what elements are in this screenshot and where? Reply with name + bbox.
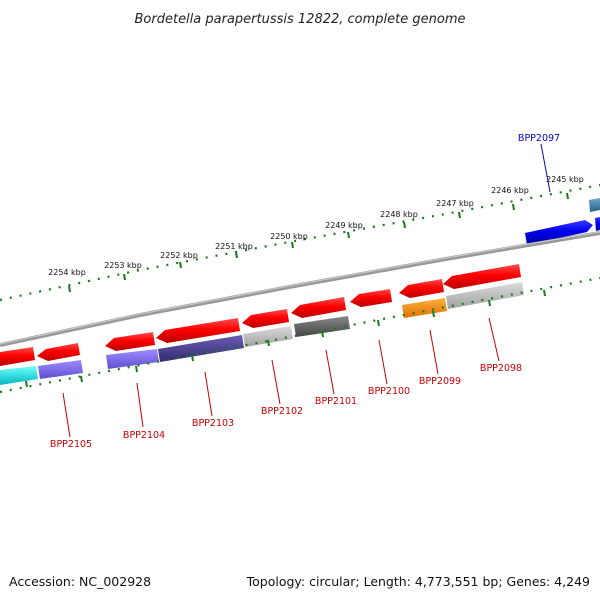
gene-label-bpp2102[interactable]: BPP2102 xyxy=(261,406,303,417)
gene-bpp2096[interactable] xyxy=(595,217,600,231)
leader-bpp2103 xyxy=(204,371,213,417)
leader-bpp2101 xyxy=(325,349,335,395)
gene-label-bpp2099[interactable]: BPP2099 xyxy=(419,376,461,387)
gene-label-bpp2097[interactable]: BPP2097 xyxy=(518,133,560,144)
cog-bar-bpp2106[interactable] xyxy=(0,366,38,385)
leader-bpp2105 xyxy=(62,392,71,438)
leader-bpp2102 xyxy=(271,359,281,405)
gene-bpp2103[interactable] xyxy=(156,318,240,343)
label-leaders xyxy=(62,143,551,438)
scale-label: 2250 kbp xyxy=(270,232,308,241)
scale-label: 2253 kbp xyxy=(104,261,142,270)
reverse-genes xyxy=(0,264,521,366)
outer-scale xyxy=(0,183,600,302)
genome-backbone-highlight xyxy=(0,231,600,345)
scale-label: 2249 kbp xyxy=(325,221,363,230)
forward-genes xyxy=(525,198,600,245)
leader-bpp2099 xyxy=(429,329,439,375)
gene-label-bpp2103[interactable]: BPP2103 xyxy=(192,418,234,429)
leader-bpp2098 xyxy=(488,317,500,362)
cog-bars xyxy=(0,282,524,385)
cog-bar-bpp2104[interactable] xyxy=(106,349,159,369)
gene-label-bpp2105[interactable]: BPP2105 xyxy=(50,439,92,450)
accession-label: Accession: NC_002928 xyxy=(9,574,151,589)
gene-label-bpp2101[interactable]: BPP2101 xyxy=(315,396,357,407)
scale-label: 2252 kbp xyxy=(160,251,198,260)
gene-bpp2101[interactable] xyxy=(291,297,346,318)
gene-bpp2106[interactable] xyxy=(0,347,35,366)
cog-bar-bpp2101[interactable] xyxy=(294,316,350,337)
gene-bpp2102[interactable] xyxy=(242,309,289,328)
scale-labels: 2245 kbp 2246 kbp 2247 kbp 2248 kbp 2249… xyxy=(48,175,584,277)
gene-teal[interactable] xyxy=(589,198,600,212)
gene-bpp2097[interactable] xyxy=(525,220,593,245)
gene-bpp2099[interactable] xyxy=(399,279,444,298)
inner-scale-major-ticks xyxy=(25,289,546,388)
cog-bar-bpp2098[interactable] xyxy=(446,282,524,309)
genome-backbone xyxy=(0,231,600,347)
cog-bar-bpp2099[interactable] xyxy=(402,298,447,318)
leader-bpp2097 xyxy=(540,143,551,193)
topology-label: Topology: circular; Length: 4,773,551 bp… xyxy=(246,574,590,589)
scale-label: 2246 kbp xyxy=(491,186,529,195)
cog-bar-bpp2103[interactable] xyxy=(158,335,244,362)
outer-scale-major-ticks xyxy=(68,192,569,293)
gene-label-bpp2104[interactable]: BPP2104 xyxy=(123,430,165,441)
gene-bpp2104[interactable] xyxy=(105,332,155,351)
scale-label: 2247 kbp xyxy=(436,199,474,208)
scale-label: 2248 kbp xyxy=(380,210,418,219)
scale-label: 2254 kbp xyxy=(48,268,86,277)
cog-bar-bpp2105[interactable] xyxy=(38,360,83,379)
scale-label: 2245 kbp xyxy=(546,175,584,184)
gene-bpp2098[interactable] xyxy=(443,264,521,289)
gene-bpp2100[interactable] xyxy=(350,289,392,307)
gene-labels: BPP2097 BPP2098 BPP2099 BPP2100 BPP2101 … xyxy=(50,133,560,450)
map-title: Bordetella parapertussis 12822, complete… xyxy=(135,12,466,27)
gene-bpp2105[interactable] xyxy=(37,343,80,361)
scale-label: 2251 kbp xyxy=(215,242,253,251)
cog-bar-bpp2102[interactable] xyxy=(243,326,293,347)
gene-label-bpp2100[interactable]: BPP2100 xyxy=(368,386,410,397)
gene-label-bpp2098[interactable]: BPP2098 xyxy=(480,363,522,374)
leader-bpp2100 xyxy=(378,339,388,385)
leader-bpp2104 xyxy=(136,382,144,428)
